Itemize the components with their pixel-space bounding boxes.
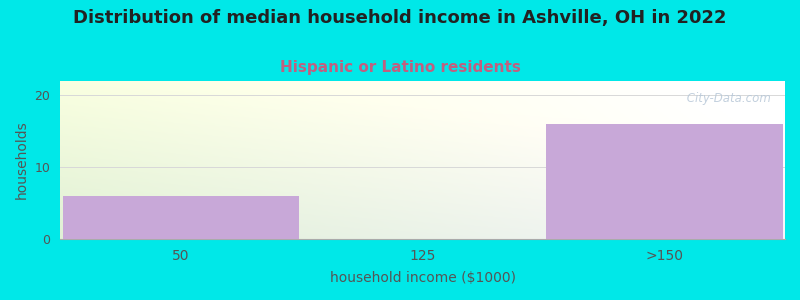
Text: City-Data.com: City-Data.com	[682, 92, 770, 105]
Bar	[62, 196, 299, 239]
Y-axis label: households: households	[15, 121, 29, 199]
Text: Distribution of median household income in Ashville, OH in 2022: Distribution of median household income …	[74, 9, 726, 27]
Bar	[546, 124, 782, 239]
X-axis label: household income ($1000): household income ($1000)	[330, 271, 515, 285]
Text: Hispanic or Latino residents: Hispanic or Latino residents	[279, 60, 521, 75]
